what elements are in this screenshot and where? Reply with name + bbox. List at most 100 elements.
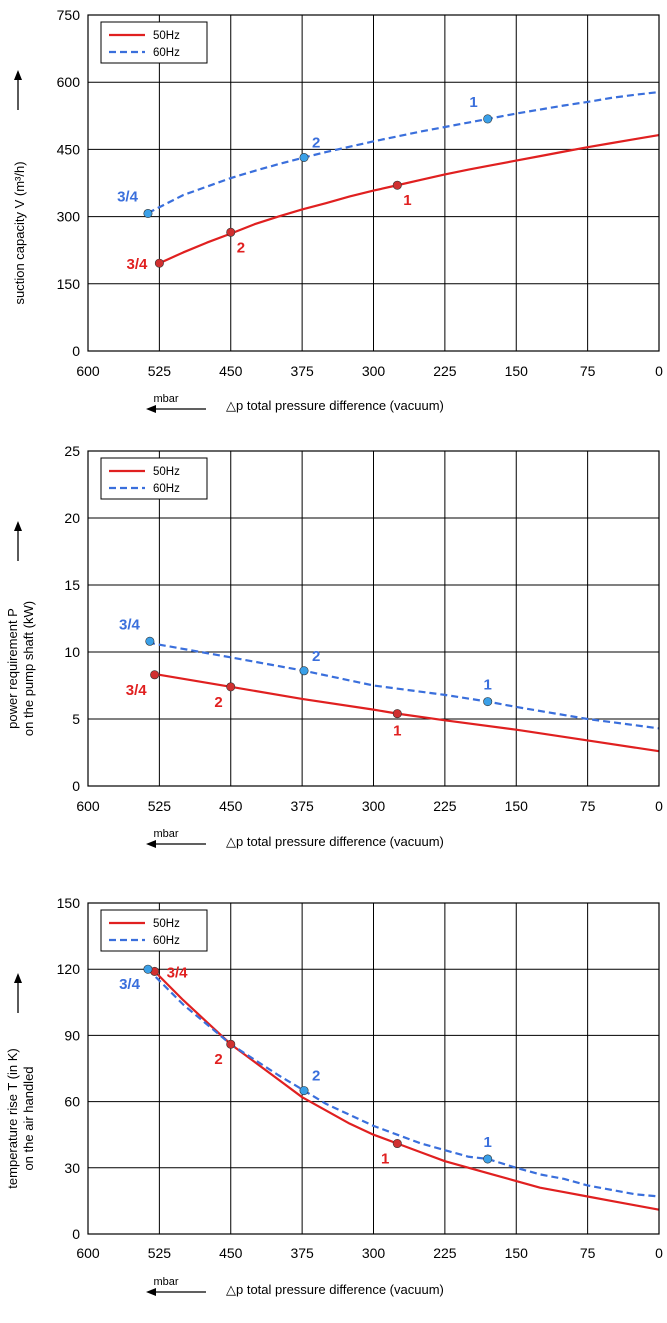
x-arrow-head bbox=[146, 1288, 156, 1296]
y-tick-label: 150 bbox=[57, 276, 81, 292]
legend: 50Hz 60Hz bbox=[100, 457, 208, 500]
x-tick-label: 75 bbox=[580, 363, 596, 379]
legend-label: 50Hz bbox=[153, 918, 180, 930]
x-arrow-head bbox=[146, 840, 156, 848]
plot-frame bbox=[87, 902, 660, 1235]
x-tick-label: 450 bbox=[219, 1245, 243, 1261]
x-tick-label: 375 bbox=[290, 1245, 314, 1261]
series-line-60Hz bbox=[147, 968, 660, 1198]
x-tick-label: 300 bbox=[362, 1245, 386, 1261]
legend-label: 50Hz bbox=[153, 466, 180, 478]
y-tick-label: 0 bbox=[72, 1226, 80, 1242]
y-axis-label: suction capacity V (m³/h) bbox=[12, 161, 27, 304]
series-line-60Hz bbox=[147, 90, 660, 214]
legend-label: 60Hz bbox=[153, 483, 180, 495]
x-tick-label: 75 bbox=[580, 1245, 596, 1261]
x-axis-label: △p total pressure difference (vacuum) bbox=[226, 1282, 444, 1297]
chart-3: 600 525 450 375 300 225 150 75 0 0 30 60 90 120 150 mba… bbox=[5, 895, 663, 1297]
y-tick-label: 450 bbox=[57, 141, 81, 157]
data-point bbox=[145, 636, 155, 646]
data-point bbox=[392, 709, 402, 719]
series-line-50Hz bbox=[158, 133, 660, 265]
x-tick-label: 150 bbox=[505, 798, 529, 814]
legend-label: 50Hz bbox=[153, 30, 180, 42]
data-point bbox=[226, 682, 236, 692]
data-point-label: 1 bbox=[484, 1134, 492, 1151]
chart-1: 600 525 450 375 300 225 150 75 00150300450600750… bbox=[12, 7, 663, 413]
x-tick-label: 375 bbox=[290, 798, 314, 814]
data-point-label: 2 bbox=[312, 648, 320, 665]
y-axis-label: temperature rise T (in K) bbox=[5, 1048, 20, 1188]
legend-box bbox=[100, 21, 208, 64]
y-tick-label: 750 bbox=[57, 7, 81, 23]
data-point bbox=[150, 670, 160, 680]
legend-box bbox=[100, 457, 208, 500]
data-point bbox=[154, 258, 164, 268]
x-tick-label: 0 bbox=[655, 363, 663, 379]
y-arrow-head bbox=[14, 70, 22, 80]
data-point bbox=[226, 227, 236, 237]
data-point-label: 2 bbox=[214, 1051, 222, 1068]
x-tick-label: 375 bbox=[290, 363, 314, 379]
data-point-label: 3/4 bbox=[126, 682, 148, 699]
x-tick-label: 525 bbox=[148, 798, 172, 814]
y-tick-label: 150 bbox=[57, 895, 81, 911]
x-tick-label: 150 bbox=[505, 363, 529, 379]
data-point-label: 1 bbox=[381, 1151, 389, 1168]
data-point bbox=[392, 180, 402, 190]
x-unit-label: mbar bbox=[153, 393, 178, 405]
x-tick-label: 150 bbox=[505, 1245, 529, 1261]
x-tick-label: 600 bbox=[76, 1245, 100, 1261]
x-unit-label: mbar bbox=[153, 1276, 178, 1288]
y-tick-label: 0 bbox=[72, 778, 80, 794]
x-tick-label: 525 bbox=[148, 363, 172, 379]
y-axis-label: on the air handled bbox=[21, 1066, 36, 1170]
data-point-label: 2 bbox=[214, 694, 222, 711]
y-tick-label: 15 bbox=[64, 577, 80, 593]
y-tick-label: 5 bbox=[72, 711, 80, 727]
data-point bbox=[483, 114, 493, 124]
data-point-label: 2 bbox=[312, 134, 320, 151]
y-tick-label: 600 bbox=[57, 74, 81, 90]
series-line-60Hz bbox=[147, 641, 660, 730]
x-tick-label: 450 bbox=[219, 363, 243, 379]
data-point-label: 3/4 bbox=[119, 976, 141, 993]
data-point-label: 1 bbox=[403, 192, 411, 209]
data-point-label: 3/4 bbox=[119, 616, 141, 633]
y-axis-label: on the pump shaft (kW) bbox=[21, 601, 36, 736]
y-tick-label: 25 bbox=[64, 443, 80, 459]
data-point bbox=[143, 964, 153, 974]
y-tick-label: 10 bbox=[64, 644, 80, 660]
data-point bbox=[143, 208, 153, 218]
x-tick-label: 300 bbox=[362, 363, 386, 379]
plot-frame bbox=[87, 450, 660, 787]
chart-2: 600 525 450 375 300 225 150 75 0 0 5 10 15 20 25 mbar △p… bbox=[5, 443, 663, 849]
x-tick-label: 225 bbox=[433, 363, 457, 379]
x-unit-label: mbar bbox=[153, 828, 178, 840]
y-tick-label: 120 bbox=[57, 961, 81, 977]
x-tick-label: 225 bbox=[433, 798, 457, 814]
x-tick-label: 600 bbox=[76, 363, 100, 379]
data-point-label: 3/4 bbox=[117, 188, 139, 205]
data-point bbox=[483, 1154, 493, 1164]
x-arrow-head bbox=[146, 405, 156, 413]
x-axis-label: △p total pressure difference (vacuum) bbox=[226, 834, 444, 849]
x-tick-label: 225 bbox=[433, 1245, 457, 1261]
y-arrow-head bbox=[14, 973, 22, 983]
x-tick-label: 600 bbox=[76, 798, 100, 814]
data-point-label: 3/4 bbox=[167, 964, 189, 981]
legend-label: 60Hz bbox=[153, 47, 180, 59]
x-tick-label: 75 bbox=[580, 798, 596, 814]
y-tick-label: 90 bbox=[64, 1027, 80, 1043]
data-point bbox=[392, 1139, 402, 1149]
y-tick-label: 30 bbox=[64, 1160, 80, 1176]
legend: 50Hz 60Hz bbox=[100, 909, 208, 952]
data-point bbox=[299, 152, 309, 162]
y-tick-label: 300 bbox=[57, 209, 81, 225]
x-tick-label: 300 bbox=[362, 798, 386, 814]
legend-label: 60Hz bbox=[153, 935, 180, 947]
data-point-label: 1 bbox=[393, 723, 401, 740]
data-point-label: 1 bbox=[469, 94, 477, 111]
legend: 50Hz 60Hz bbox=[100, 21, 208, 64]
